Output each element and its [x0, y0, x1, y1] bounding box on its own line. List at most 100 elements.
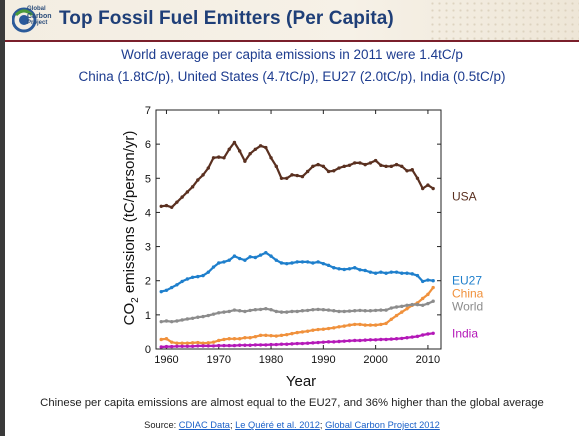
data-point-india — [185, 344, 190, 348]
data-point-india — [227, 343, 231, 348]
global-carbon-project-logo — [12, 7, 37, 33]
data-point-china — [426, 292, 430, 297]
data-point-china — [379, 322, 383, 327]
data-point-world — [196, 315, 200, 319]
data-point-india — [358, 338, 362, 343]
data-point-india — [274, 342, 278, 347]
data-point-eu27 — [337, 267, 341, 271]
data-point-usa — [222, 156, 226, 160]
data-point-eu27 — [389, 270, 394, 274]
data-point-eu27 — [347, 267, 352, 271]
data-point-eu27 — [211, 265, 216, 269]
data-point-india — [420, 333, 425, 337]
slide-caption: Chinese per capita emissions are almost … — [40, 397, 544, 409]
data-point-eu27 — [295, 260, 299, 264]
source-link-lequere[interactable]: Le Quéré et al. 2012 — [235, 420, 320, 430]
source-link-gcp[interactable]: Global Carbon Project 2012 — [325, 420, 440, 430]
data-point-eu27 — [316, 260, 320, 264]
data-point-india — [337, 339, 341, 344]
data-point-usa — [285, 176, 289, 180]
header-dot-pattern — [429, 0, 579, 40]
data-point-world — [415, 302, 420, 307]
data-point-usa — [400, 164, 404, 169]
data-point-world — [405, 303, 409, 307]
data-point-india — [222, 343, 226, 348]
data-point-eu27 — [300, 260, 305, 264]
data-point-usa — [211, 156, 216, 160]
data-point-eu27 — [237, 256, 242, 261]
data-point-india — [248, 343, 252, 347]
data-point-usa — [164, 203, 169, 208]
data-point-eu27 — [227, 258, 231, 262]
data-point-india — [201, 344, 205, 348]
data-point-india — [290, 342, 294, 346]
data-point-usa — [175, 200, 179, 204]
data-point-usa — [258, 144, 263, 148]
data-point-china — [311, 328, 315, 332]
data-point-usa — [227, 147, 231, 151]
data-point-india — [415, 334, 420, 339]
source-line: Source: CDIAC Data; Le Quéré et al. 2012… — [5, 420, 579, 430]
data-point-eu27 — [159, 289, 163, 294]
data-point-world — [285, 310, 289, 314]
x-tick-label: 2000 — [363, 354, 387, 366]
data-point-eu27 — [410, 272, 414, 276]
data-point-world — [279, 310, 284, 314]
data-point-world — [394, 305, 399, 309]
data-point-world — [363, 309, 367, 313]
data-point-eu27 — [311, 261, 315, 265]
data-point-eu27 — [217, 261, 221, 265]
data-point-usa — [305, 169, 310, 174]
chart-series — [159, 140, 435, 349]
data-point-india — [405, 336, 409, 340]
data-point-india — [394, 337, 399, 341]
data-point-china — [373, 323, 378, 327]
data-point-world — [400, 304, 404, 309]
data-point-china — [300, 330, 305, 334]
data-point-china — [384, 321, 388, 326]
data-point-india — [211, 344, 216, 348]
data-point-china — [326, 326, 331, 331]
data-point-india — [217, 343, 221, 348]
data-point-india — [410, 335, 414, 339]
data-point-usa — [342, 164, 346, 169]
data-point-world — [389, 306, 394, 310]
data-point-eu27 — [431, 279, 435, 283]
data-point-usa — [169, 205, 174, 210]
data-point-china — [243, 336, 247, 340]
data-point-usa — [337, 166, 341, 170]
data-point-world — [248, 308, 252, 313]
data-point-usa — [279, 176, 284, 180]
data-point-world — [321, 308, 326, 312]
data-point-usa — [311, 164, 315, 169]
data-point-eu27 — [368, 270, 373, 274]
data-point-china — [316, 327, 320, 332]
data-point-world — [222, 310, 226, 314]
data-point-usa — [316, 162, 320, 167]
data-point-world — [232, 308, 237, 312]
data-point-world — [410, 302, 414, 307]
data-point-india — [164, 344, 169, 349]
data-point-usa — [332, 169, 336, 173]
data-point-usa — [368, 161, 373, 165]
source-separator: ; — [229, 420, 236, 430]
series-label-world: World — [452, 300, 483, 314]
data-point-world — [185, 317, 190, 321]
data-point-usa — [363, 162, 367, 167]
source-link-cdiac[interactable]: CDIAC Data — [178, 420, 230, 430]
data-point-china — [201, 341, 205, 345]
data-point-india — [264, 343, 268, 347]
data-point-world — [300, 309, 305, 313]
data-point-eu27 — [253, 255, 258, 260]
data-point-eu27 — [373, 271, 378, 275]
data-point-china — [332, 326, 336, 330]
data-point-india — [347, 339, 352, 343]
data-point-china — [363, 323, 367, 327]
data-point-world — [274, 309, 278, 314]
data-point-world — [264, 307, 268, 311]
data-point-world — [169, 319, 174, 324]
data-point-india — [379, 337, 383, 342]
data-point-china — [269, 333, 273, 338]
data-point-eu27 — [180, 279, 184, 284]
data-point-world — [237, 309, 242, 313]
